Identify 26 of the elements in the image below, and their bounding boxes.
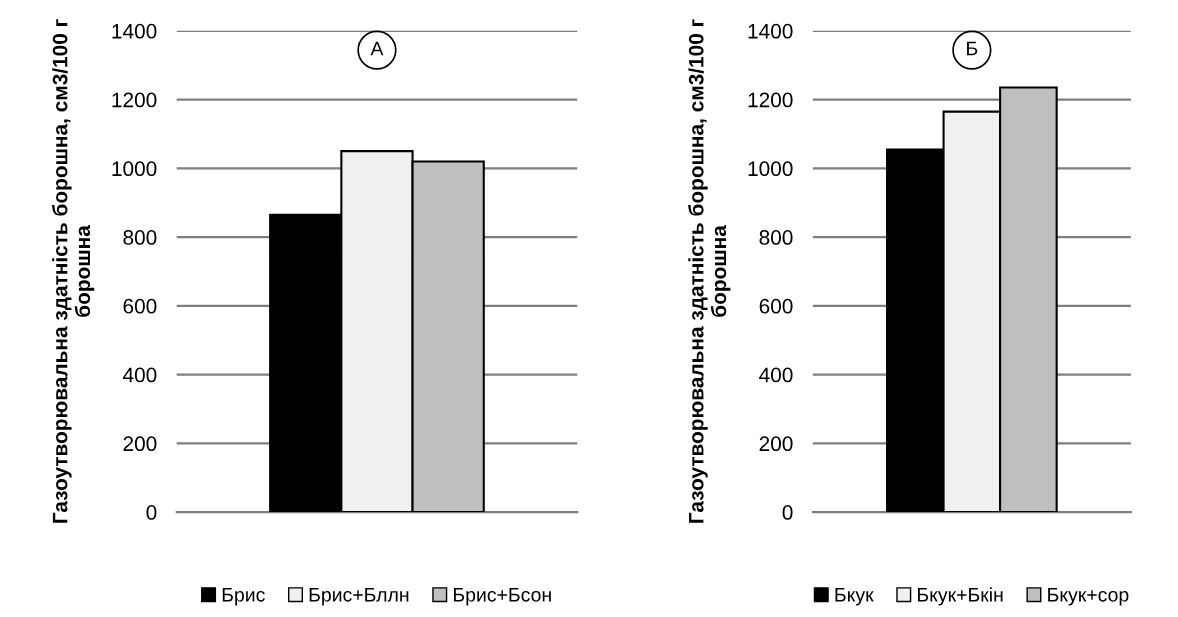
y-tick-label: 400: [759, 367, 793, 383]
y-tick-label: 0: [782, 505, 793, 520]
legend-label: Бкук+сор: [1048, 588, 1129, 606]
y-tick-label: 1000: [112, 161, 157, 177]
annotation: А: [370, 41, 384, 56]
y-tick-label: 400: [122, 367, 157, 383]
legend-label: Бкук: [835, 588, 874, 606]
legend-label: Брис: [222, 588, 265, 606]
y-tick-label: 1400: [748, 23, 793, 39]
y-axis-title: Газоутворювальна здатність борошна, см3/100 г борошна: [51, 19, 95, 523]
y-axis-title: Газоутворювальна здатність борошна, см3/100 г борошна: [688, 19, 731, 523]
annotation: Б: [967, 41, 978, 56]
y-tick-label: 600: [759, 298, 793, 314]
y-tick-label: 800: [123, 230, 157, 245]
y-tick-label: 1200: [112, 92, 157, 108]
legend-label: Брис+Бллн: [309, 588, 409, 606]
y-tick-label: 0: [146, 505, 157, 520]
y-tick-label: 1000: [748, 161, 793, 177]
y-tick-label: 800: [759, 230, 793, 245]
y-tick-label: 600: [123, 298, 157, 314]
y-tick-label: 200: [123, 436, 157, 452]
legend-label: Брис+Бсон: [453, 588, 551, 606]
y-tick-label: 1200: [748, 92, 793, 108]
legend-label: Бкук+Бкін: [918, 587, 1003, 606]
y-tick-label: 200: [759, 436, 793, 452]
y-tick-label: 1400: [112, 23, 157, 39]
